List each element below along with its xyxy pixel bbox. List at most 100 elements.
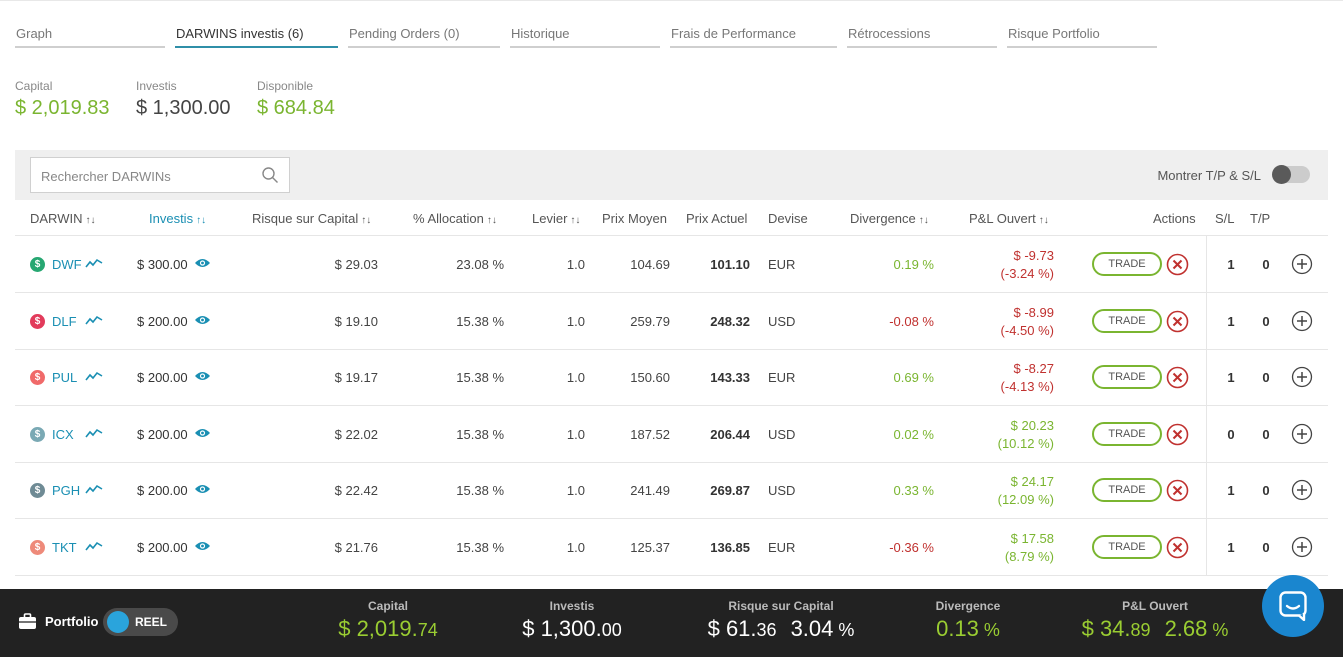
eye-icon[interactable] bbox=[194, 427, 211, 439]
trade-button[interactable]: TRADE bbox=[1092, 365, 1162, 389]
trend-chart-icon[interactable] bbox=[85, 427, 103, 439]
summary-disponible: Disponible $ 684.84 bbox=[257, 79, 335, 120]
column-divider bbox=[1206, 236, 1207, 576]
tab-graph[interactable]: Graph bbox=[15, 26, 165, 48]
tpsl-toggle-label: Montrer T/P & S/L bbox=[1157, 168, 1261, 183]
header-allocation[interactable]: % Allocation ↑↓ bbox=[413, 211, 497, 226]
eye-icon[interactable] bbox=[194, 257, 211, 269]
sort-icon: ↑↓ bbox=[361, 215, 372, 226]
darwin-code-link[interactable]: PUL bbox=[52, 370, 78, 385]
header-darwin-label: DARWIN bbox=[30, 211, 83, 226]
levier-value: 1.0 bbox=[566, 370, 585, 385]
close-position-icon[interactable] bbox=[1166, 536, 1189, 559]
trade-button[interactable]: TRADE bbox=[1092, 478, 1162, 502]
table-top-border bbox=[15, 235, 1328, 236]
eye-icon[interactable] bbox=[194, 483, 211, 495]
add-circle-icon[interactable] bbox=[1291, 366, 1313, 388]
devise-value: USD bbox=[768, 313, 796, 329]
add-circle-icon[interactable] bbox=[1291, 310, 1313, 332]
header-prix-moyen: Prix Moyen bbox=[602, 211, 668, 226]
bottom-divergence-unit: % bbox=[978, 620, 1000, 640]
close-position-icon[interactable] bbox=[1166, 366, 1189, 389]
darwin-code-link[interactable]: DLF bbox=[52, 313, 77, 329]
darwin-code-link[interactable]: PGH bbox=[52, 483, 81, 498]
risque-value: $ 22.42 bbox=[334, 483, 378, 498]
close-position-icon[interactable] bbox=[1166, 479, 1189, 502]
bottom-capital-value: $ 2,019.74 bbox=[328, 616, 448, 642]
dollar-badge-icon: $ bbox=[30, 313, 45, 329]
add-circle-icon[interactable] bbox=[1291, 479, 1313, 501]
chat-launcher-button[interactable] bbox=[1262, 575, 1324, 637]
tab-historique[interactable]: Historique bbox=[510, 26, 660, 48]
bottom-pnl-main: $ 34. bbox=[1081, 616, 1131, 641]
prix-actuel-value: 248.32 bbox=[710, 313, 750, 329]
eye-icon[interactable] bbox=[194, 370, 211, 382]
table-row: $ PUL $ 200.00 $ 19.17 15.38 % 1.0 150.60 143.3… bbox=[15, 349, 1328, 406]
darwin-code-link[interactable]: TKT bbox=[52, 539, 77, 555]
prix-actuel-value: 136.85 bbox=[710, 539, 750, 555]
bottom-investis-value: $ 1,300.00 bbox=[510, 616, 634, 642]
bottom-pnl-cents: 89 bbox=[1130, 620, 1151, 640]
pnl-cell: $ -8.27 (-4.13 %) bbox=[1001, 360, 1054, 396]
trend-chart-icon[interactable] bbox=[85, 314, 103, 326]
search-input[interactable] bbox=[41, 166, 241, 186]
pnl-cell: $ 20.23 (10.12 %) bbox=[998, 417, 1054, 453]
tp-count: 0 bbox=[1262, 257, 1270, 272]
trade-button[interactable]: TRADE bbox=[1092, 421, 1162, 446]
header-levier[interactable]: Levier ↑↓ bbox=[532, 211, 580, 226]
tpsl-toggle[interactable] bbox=[1272, 165, 1310, 184]
add-circle-icon[interactable] bbox=[1291, 536, 1313, 558]
prix-moyen-value: 241.49 bbox=[630, 483, 670, 498]
darwin-code-link[interactable]: ICX bbox=[52, 426, 74, 442]
sort-icon: ↑↓ bbox=[196, 215, 207, 226]
summary-capital-label: Capital bbox=[15, 79, 53, 93]
allocation-value: 15.38 % bbox=[456, 313, 504, 329]
tab-darwins-investis[interactable]: DARWINS investis (6) bbox=[175, 26, 338, 48]
chat-icon bbox=[1279, 591, 1307, 621]
header-darwin[interactable]: DARWIN ↑↓ bbox=[30, 211, 95, 226]
trade-button[interactable]: TRADE bbox=[1092, 308, 1162, 333]
trend-chart-icon[interactable] bbox=[85, 370, 103, 382]
header-risque[interactable]: Risque sur Capital ↑↓ bbox=[252, 211, 371, 226]
trade-button[interactable]: TRADE bbox=[1092, 252, 1162, 276]
tab-frais-performance[interactable]: Frais de Performance bbox=[670, 26, 837, 48]
dollar-badge-icon: $ bbox=[30, 483, 45, 498]
trend-chart-icon[interactable] bbox=[85, 540, 103, 552]
tp-count: 0 bbox=[1262, 539, 1270, 555]
eye-icon[interactable] bbox=[194, 314, 211, 326]
trend-chart-icon[interactable] bbox=[85, 483, 103, 495]
mode-toggle[interactable]: REEL bbox=[103, 608, 178, 636]
pnl-percent: (-4.50 %) bbox=[1000, 322, 1054, 338]
pnl-value: $ -8.99 bbox=[1013, 304, 1054, 320]
close-position-icon[interactable] bbox=[1166, 423, 1189, 446]
tab-pending-orders[interactable]: Pending Orders (0) bbox=[348, 26, 500, 48]
header-investis[interactable]: Investis ↑↓ bbox=[149, 211, 206, 226]
header-actions: Actions bbox=[1153, 211, 1196, 226]
bottom-risque: Risque sur Capital $ 61.36 3.04 % bbox=[694, 599, 868, 642]
bottom-pnl-pct-unit: % bbox=[1207, 620, 1229, 640]
prix-moyen-value: 187.52 bbox=[630, 426, 670, 442]
tab-risque-portfolio[interactable]: Risque Portfolio bbox=[1007, 26, 1157, 48]
header-devise: Devise bbox=[768, 211, 808, 226]
add-circle-icon[interactable] bbox=[1291, 423, 1313, 445]
eye-icon[interactable] bbox=[194, 540, 211, 552]
trade-button[interactable]: TRADE bbox=[1092, 534, 1162, 559]
devise-value: EUR bbox=[768, 370, 796, 385]
bottom-risque-label: Risque sur Capital bbox=[728, 599, 834, 613]
devise-value: EUR bbox=[768, 257, 796, 272]
header-pnl[interactable]: P&L Ouvert ↑↓ bbox=[969, 211, 1049, 226]
close-position-icon[interactable] bbox=[1166, 253, 1189, 276]
darwin-code-link[interactable]: DWF bbox=[52, 257, 82, 272]
prix-actuel-value: 269.87 bbox=[710, 483, 750, 498]
bottom-capital-cents: 74 bbox=[417, 620, 438, 640]
header-divergence[interactable]: Divergence ↑↓ bbox=[850, 211, 929, 226]
tp-count: 0 bbox=[1262, 426, 1270, 442]
pnl-percent: (12.09 %) bbox=[997, 492, 1054, 507]
search-icon[interactable] bbox=[261, 166, 279, 184]
trend-chart-icon[interactable] bbox=[85, 257, 103, 269]
table-row: $ PGH $ 200.00 $ 22.42 15.38 % 1.0 241.49 269.8… bbox=[15, 462, 1328, 519]
pnl-percent: (8.79 %) bbox=[1004, 548, 1054, 564]
add-circle-icon[interactable] bbox=[1291, 253, 1313, 275]
tab-retrocessions[interactable]: Rétrocessions bbox=[847, 26, 997, 48]
close-position-icon[interactable] bbox=[1166, 310, 1189, 333]
